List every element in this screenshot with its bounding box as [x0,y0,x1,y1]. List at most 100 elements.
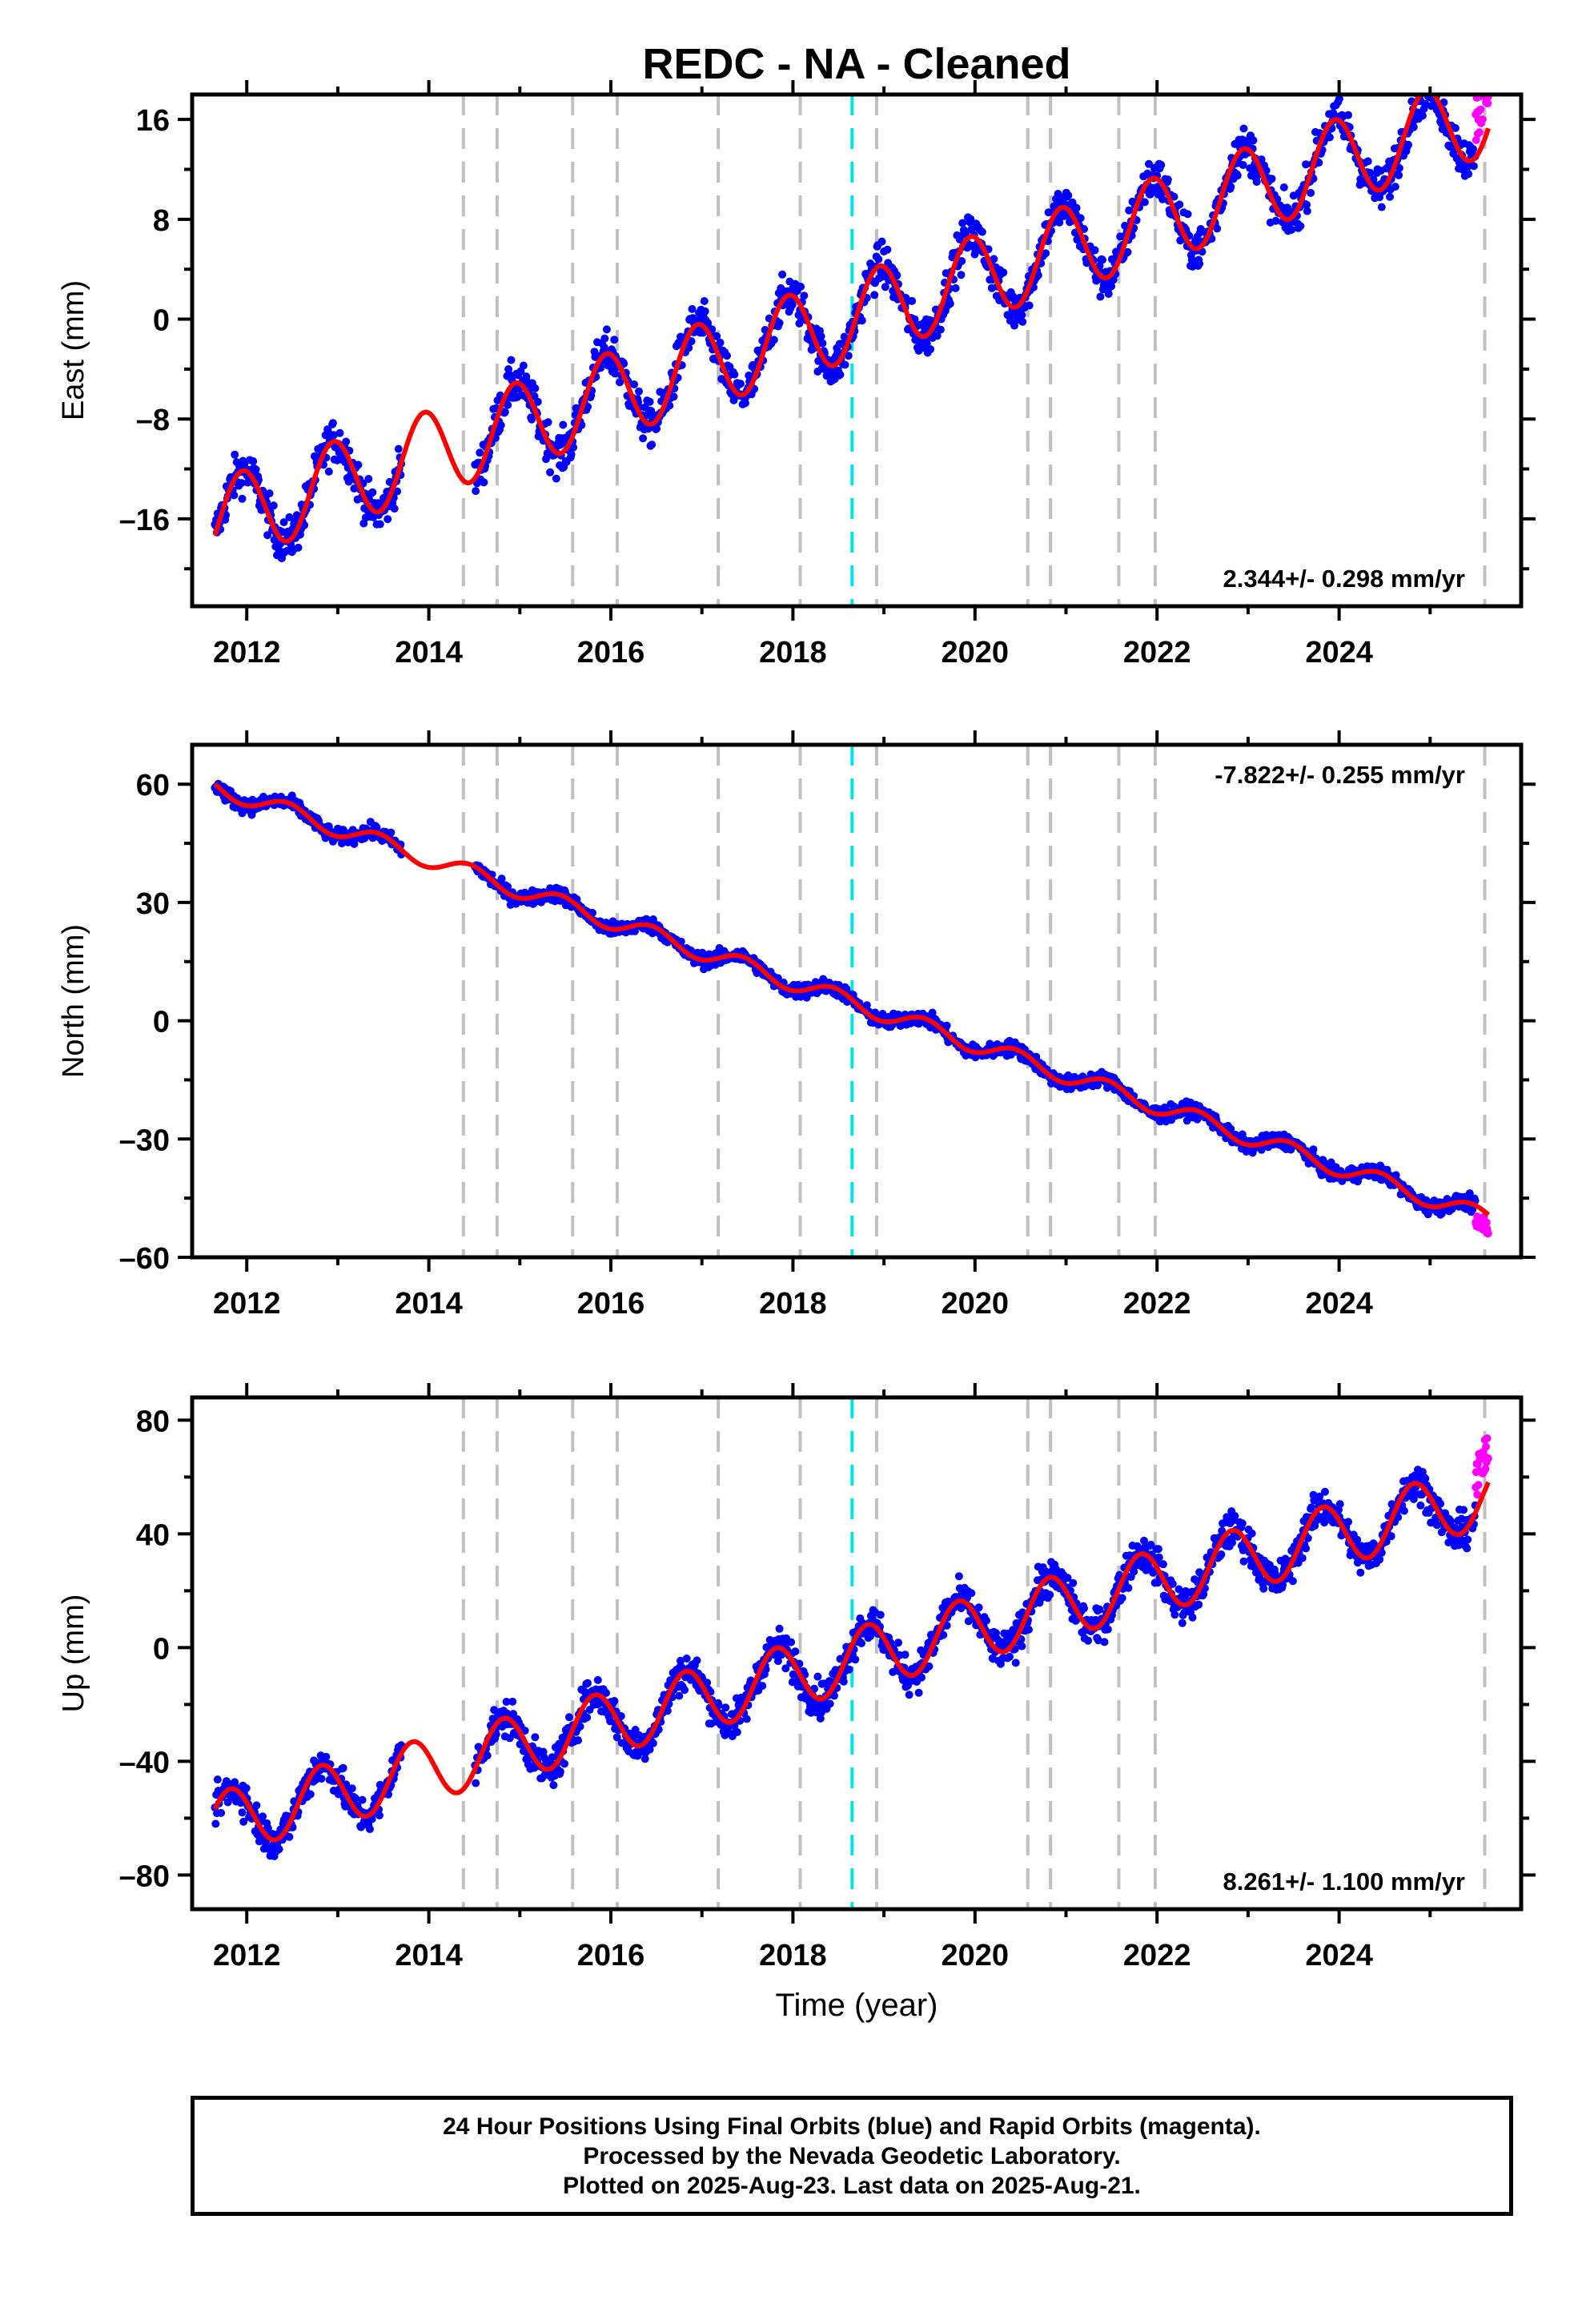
data-point [958,257,966,265]
x-tick-label: 2012 [213,636,281,669]
data-point [703,1679,712,1687]
data-point [569,443,578,452]
data-point [342,437,351,446]
panel-up: 2012 2014 2016 2018 2020 2022 2024–80–4004080U… [57,1383,1536,1972]
data-point [769,336,778,344]
data-point [1431,84,1439,92]
data-point [933,332,942,340]
data-point [1363,157,1372,166]
data-point [845,1665,853,1674]
y-axis-label: North (mm) [57,924,90,1078]
data-point [1409,123,1418,131]
data-point [789,1670,797,1679]
data-point [1344,111,1352,119]
data-point [675,1691,684,1700]
data-point [242,1783,251,1792]
data-point [602,1689,610,1697]
data-point-rapid [1484,99,1492,108]
data-point [533,397,542,406]
data-point [677,1656,685,1665]
data-point [700,297,709,305]
data-point [1296,222,1305,231]
data-point [958,219,967,227]
data-point [1042,249,1050,258]
data-point [1469,162,1478,171]
data-point [788,1678,797,1687]
data-point [231,450,239,459]
y-tick-label: 8 [153,204,170,238]
data-point [531,1733,540,1742]
data-point [1018,311,1026,320]
data-point [1395,163,1403,172]
y-axis-label: East (mm) [57,280,90,420]
data-point [647,407,656,416]
data-point [713,332,721,340]
data-point [877,237,886,246]
y-tick-label: 16 [136,104,170,138]
data-point [893,271,901,279]
data-point [390,505,399,513]
data-point [358,1795,367,1804]
data-point [375,520,384,529]
data-point [925,1662,934,1671]
data-point [1252,178,1261,187]
data-point [1146,190,1154,199]
data-point [921,324,930,333]
data-point [836,370,845,379]
data-point [528,415,536,424]
data-point [688,304,697,313]
data-point [1046,1590,1054,1599]
data-point [967,1589,976,1598]
data-point-rapid [1475,128,1484,137]
data-point [1469,145,1477,154]
data-point [252,1801,261,1810]
data-point [1104,290,1113,298]
panel-north: 2012 2014 2016 2018 2020 2022 2024–60–3003060N… [57,730,1536,1321]
data-point [758,1682,767,1691]
data-point [1435,84,1443,92]
data-point [954,1572,963,1581]
x-tick-label: 2012 [213,1287,281,1321]
data-point [584,1679,592,1687]
x-tick-label: 2024 [1305,1287,1373,1321]
data-point [1279,183,1288,191]
data-point [1025,301,1034,310]
data-point [1239,124,1248,133]
data-point [1395,171,1403,179]
data-point [1411,79,1419,87]
data-point [565,1713,573,1722]
chart-title: REDC - NA - Cleaned [642,40,1070,88]
data-point [351,1794,360,1803]
data-point [957,271,966,279]
data-point [502,1698,511,1706]
x-tick-label: 2024 [1305,636,1373,669]
data-point [1464,161,1472,170]
data-point [265,489,274,498]
data-point [1464,170,1473,179]
data-point [1307,188,1315,197]
data-point [839,1677,848,1686]
data-point [213,1775,222,1784]
data-point [1391,183,1399,191]
data-point [556,1767,564,1776]
data-point [1421,99,1430,108]
data-point [682,1655,691,1663]
data-point [829,1691,838,1700]
data-point [322,1752,331,1761]
data-point-rapid [1482,1218,1491,1227]
data-point [639,434,648,443]
data-point [552,474,560,483]
data-point [881,283,889,292]
data-point [928,1008,937,1017]
data-point [612,1733,621,1742]
data-point [791,1647,800,1656]
data-point [1465,1189,1474,1198]
data-point [1094,1081,1102,1090]
data-point [669,392,678,401]
final-orbit-points [211,79,1480,563]
data-point [866,1632,875,1640]
data-point [857,316,866,325]
data-point [1271,216,1280,225]
data-point [472,1779,480,1787]
data-point [939,1630,948,1639]
